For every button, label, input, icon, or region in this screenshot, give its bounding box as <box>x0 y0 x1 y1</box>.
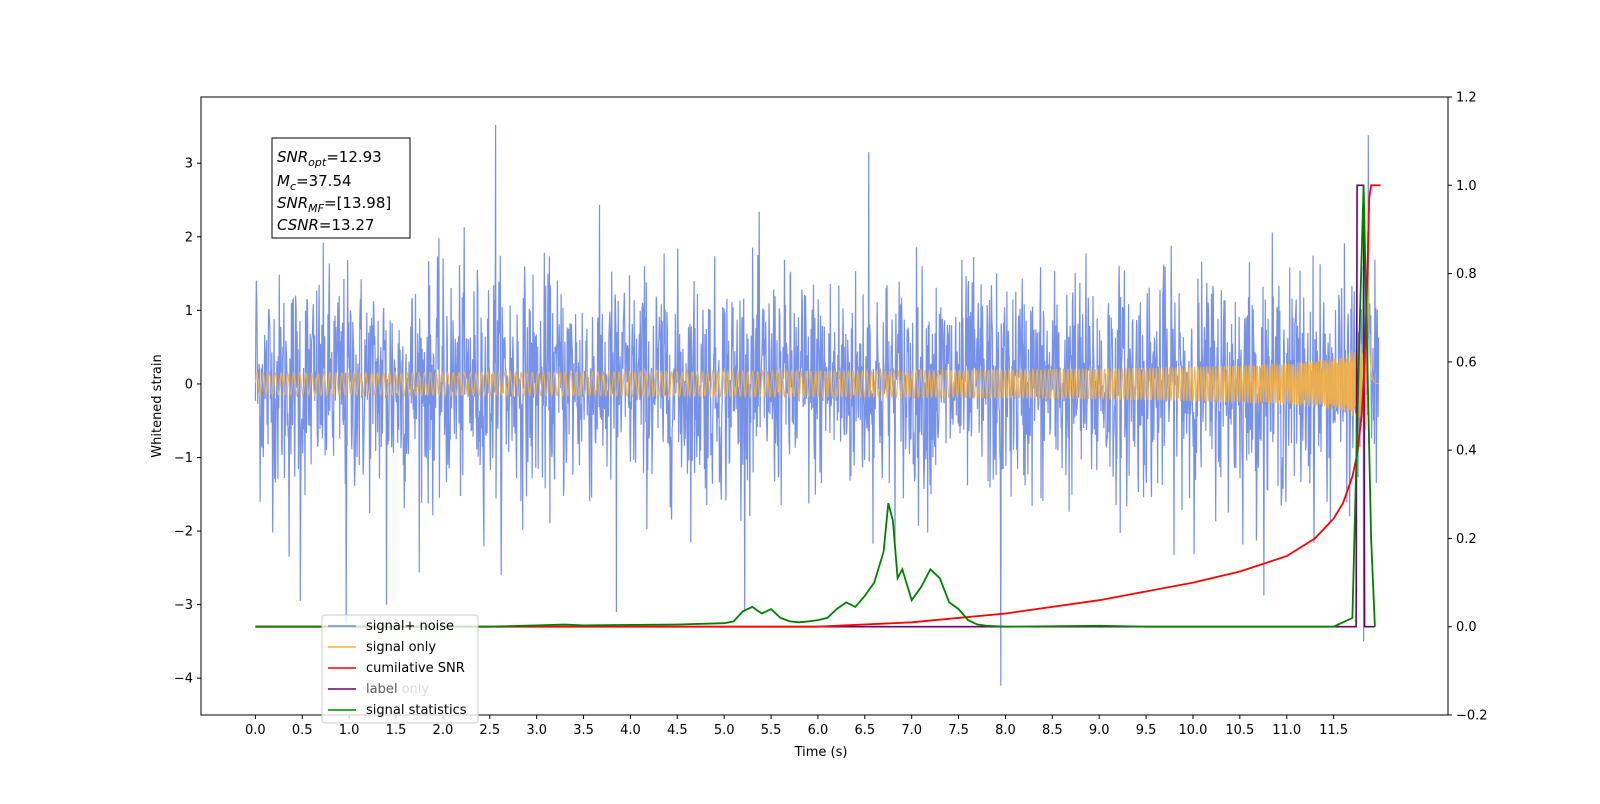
x-tick-label-6: 3.0 <box>526 723 547 738</box>
y-tick-label-3: −1 <box>174 451 193 466</box>
x-tick-label-22: 11.0 <box>1272 723 1301 738</box>
x-tick-label-21: 10.5 <box>1225 723 1254 738</box>
x-tick-label-0: 0.0 <box>245 723 266 738</box>
legend-item-cumulative-snr: cumilative SNR <box>328 661 465 676</box>
legend-label-signal-only: signal only <box>366 640 436 655</box>
annotation-csnr: CSNR=13.27 <box>277 216 374 234</box>
y-axis-left: −4 −3 −2 −1 0 1 2 3 <box>174 157 201 687</box>
y-axis-label: Whitened strain <box>150 354 165 457</box>
legend-item-label: label <box>328 682 397 697</box>
x-tick-label-16: 8.0 <box>995 723 1016 738</box>
y2-tick-label-0: −0.2 <box>1456 709 1488 724</box>
y2-tick-label-5: 0.8 <box>1456 267 1477 282</box>
x-tick-label-5: 2.5 <box>479 723 500 738</box>
x-tick-label-14: 7.0 <box>901 723 922 738</box>
x-tick-label-13: 6.5 <box>854 723 875 738</box>
plot-frame <box>200 96 1449 716</box>
legend-item-label-only: label only <box>366 682 429 697</box>
y-tick-label-1: −3 <box>174 598 193 613</box>
series-signal-only <box>254 231 1379 432</box>
y-tick-label-4: 0 <box>185 377 193 392</box>
legend-item-signal-noise: signal+ noise <box>328 619 454 634</box>
annotation-mc: Mc=37.54 <box>277 172 352 193</box>
x-tick-label-4: 2.0 <box>433 723 454 738</box>
x-tick-label-8: 4.0 <box>620 723 641 738</box>
y2-tick-label-2: 0.2 <box>1456 532 1477 547</box>
annotation-box: SNRopt=12.93 Mc=37.54 SNRMF=[13.98] CSNR… <box>271 137 411 239</box>
y-tick-label-6: 2 <box>185 230 193 245</box>
x-tick-label-17: 8.5 <box>1042 723 1063 738</box>
y2-tick-label-6: 1.0 <box>1456 179 1477 194</box>
y-axis-right: −0.2 0.0 0.2 0.4 0.6 0.8 1.0 1.2 <box>1448 91 1488 724</box>
x-axis: 0.0 0.5 1.0 1.5 2.0 2.5 3.0 3.5 4.0 4.5 5.0 5.5 6.0 6… <box>245 715 1348 738</box>
annotation-snr-opt: SNRopt=12.93 <box>277 148 382 169</box>
x-tick-label-2: 1.0 <box>339 723 360 738</box>
legend: signal+ noise signal only cumilative SNR… <box>321 614 479 724</box>
x-tick-label-18: 9.0 <box>1089 723 1110 738</box>
legend-label-label-only: label only <box>366 682 429 697</box>
y2-tick-label-4: 0.6 <box>1456 355 1477 370</box>
x-tick-label-7: 3.5 <box>573 723 594 738</box>
legend-item-signal-only: signal only <box>328 640 436 655</box>
legend-label-signal-statistics: signal statistics <box>366 703 467 718</box>
x-tick-label-11: 5.5 <box>761 723 782 738</box>
x-tick-label-9: 4.5 <box>667 723 688 738</box>
series-signal-statistics <box>255 185 1376 628</box>
x-tick-label-3: 1.5 <box>386 723 407 738</box>
y2-tick-label-1: 0.0 <box>1456 620 1477 635</box>
legend-item-signal-statistics: signal statistics <box>328 703 467 718</box>
x-tick-label-10: 5.0 <box>714 723 735 738</box>
legend-label-cumulative-snr: cumilative SNR <box>366 661 465 676</box>
x-tick-label-12: 6.0 <box>808 723 829 738</box>
y2-tick-label-7: 1.2 <box>1456 91 1477 106</box>
y-tick-label-7: 3 <box>185 157 193 172</box>
x-tick-label-23: 11.5 <box>1319 723 1348 738</box>
x-tick-label-20: 10.0 <box>1178 723 1207 738</box>
x-tick-label-19: 9.5 <box>1136 723 1157 738</box>
y2-tick-label-3: 0.4 <box>1456 444 1477 459</box>
series-layer <box>254 124 1381 686</box>
y-tick-label-5: 1 <box>185 304 193 319</box>
x-tick-label-1: 0.5 <box>292 723 313 738</box>
y-tick-label-2: −2 <box>174 525 193 540</box>
legend-frame <box>321 614 479 724</box>
y-tick-label-0: −4 <box>174 672 193 687</box>
series-cumulative-snr <box>255 184 1381 628</box>
annotation-snr-mf: SNRMF=[13.98] <box>277 194 391 215</box>
x-tick-label-15: 7.5 <box>948 723 969 738</box>
legend-label-label: label <box>366 682 397 697</box>
x-axis-label: Time (s) <box>794 745 848 760</box>
legend-label-signal-noise: signal+ noise <box>366 619 454 634</box>
